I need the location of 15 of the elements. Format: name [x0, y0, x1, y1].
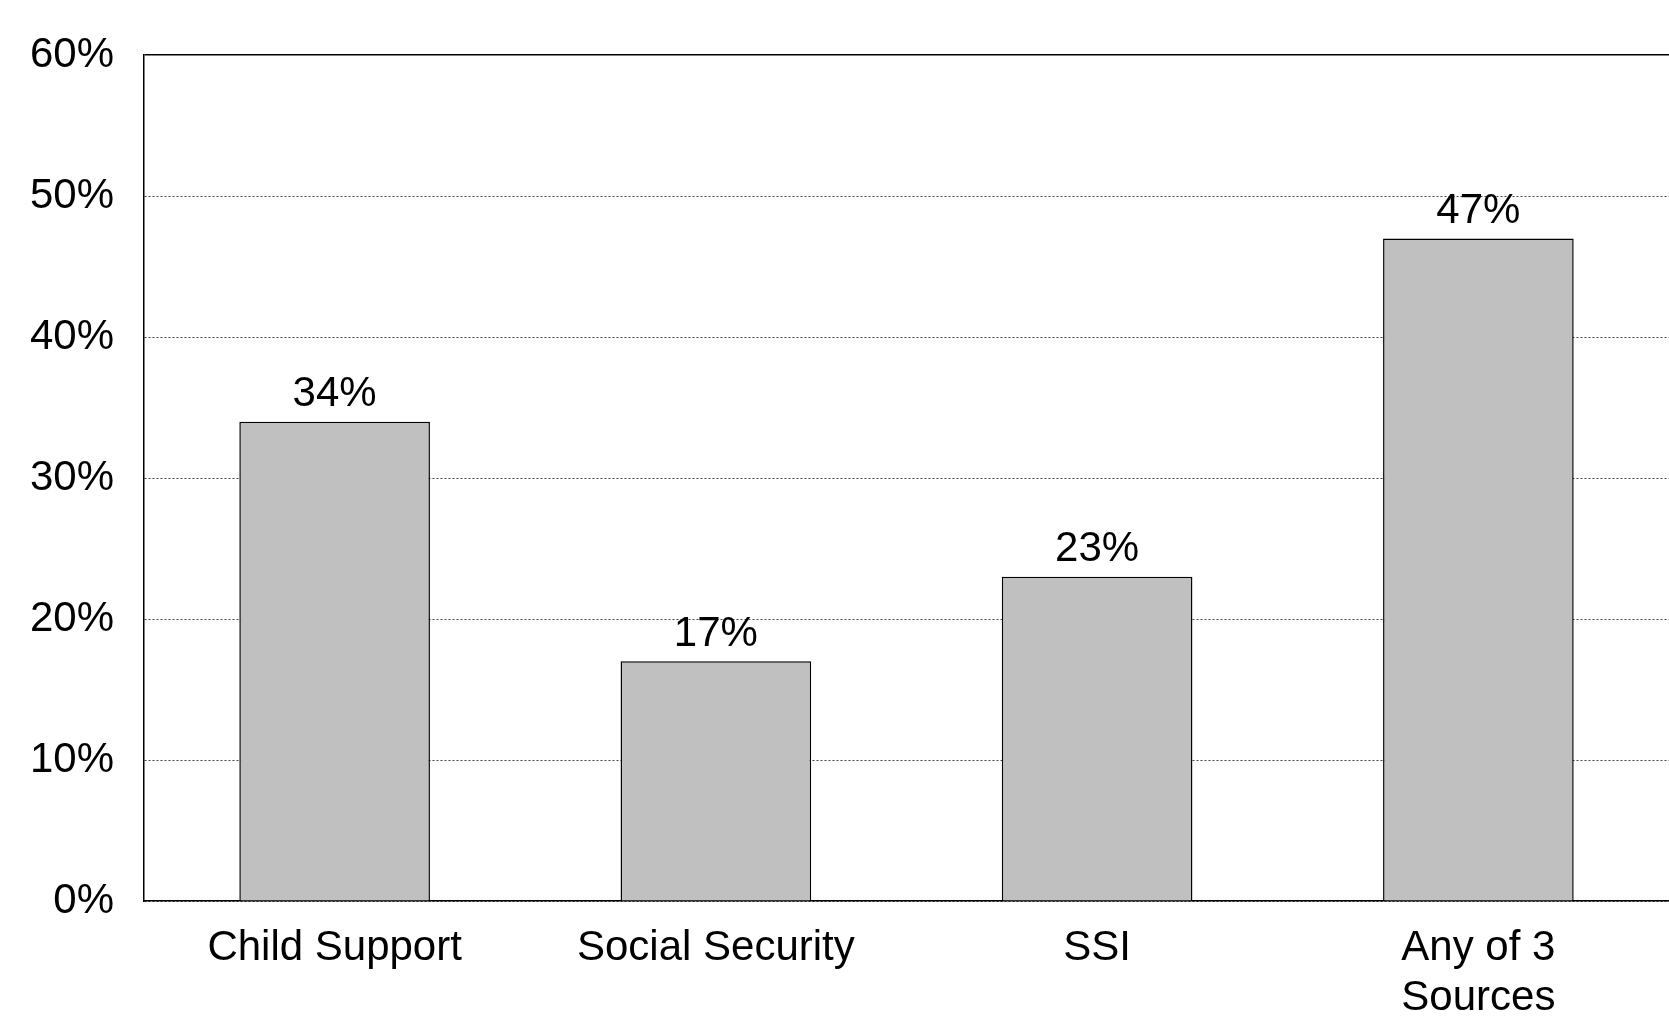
y-tick-label: 20% — [29, 592, 114, 640]
data-label: 23% — [1055, 523, 1140, 571]
y-tick-label: 40% — [29, 310, 114, 358]
x-tick-label: SSI — [1063, 921, 1131, 969]
y-tick-label: 30% — [29, 451, 114, 499]
y-tick-label: 60% — [29, 28, 114, 76]
x-tick-label: Any of 3 Sources — [1401, 921, 1556, 1020]
x-tick-label: Social Security — [576, 921, 855, 969]
y-tick-label: 10% — [29, 733, 114, 781]
y-tick-label: 50% — [29, 169, 114, 217]
y-tick-label: 0% — [53, 874, 114, 922]
data-label: 17% — [673, 607, 758, 655]
x-tick-label: Child Support — [207, 921, 463, 969]
data-label: 47% — [1436, 185, 1521, 233]
data-label: 34% — [292, 368, 377, 416]
